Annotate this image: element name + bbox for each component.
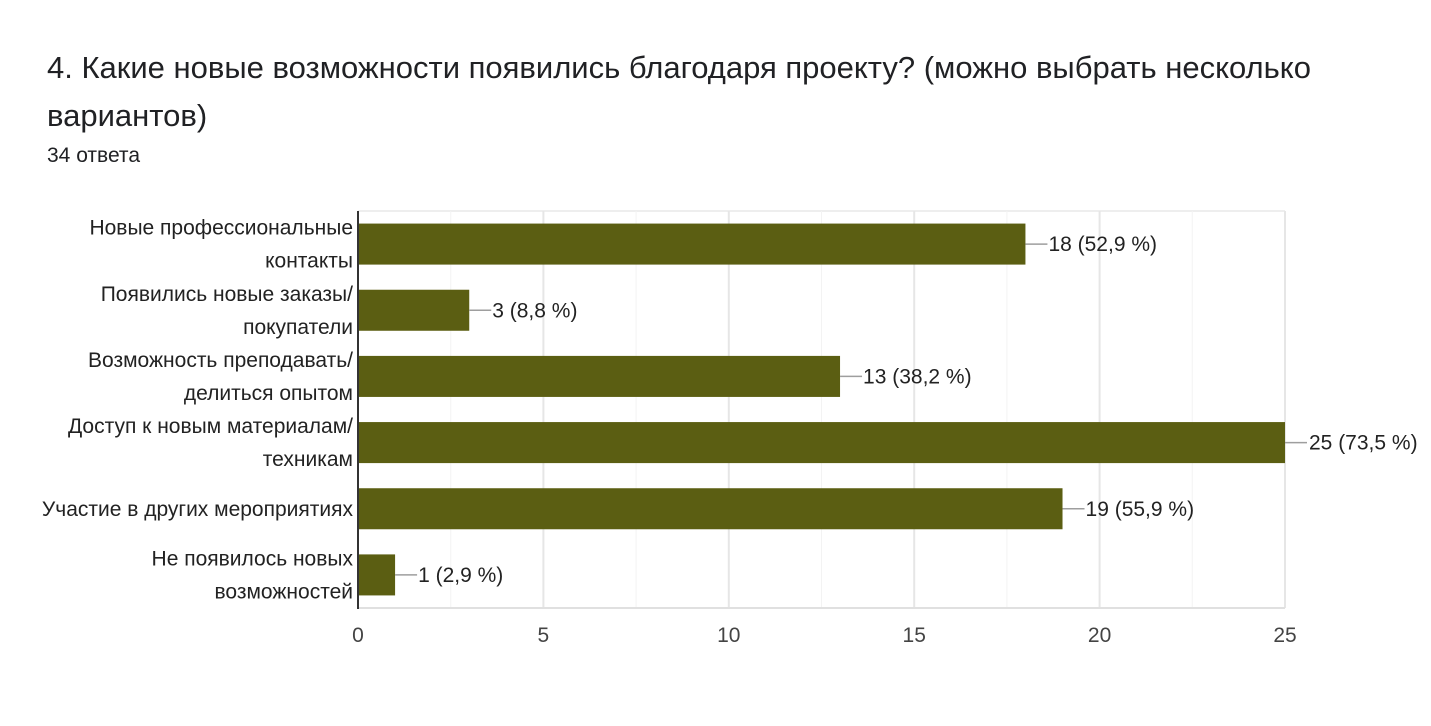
data-label: 3 (8,8 %) — [492, 299, 577, 322]
data-label: 19 (55,9 %) — [1086, 498, 1195, 521]
category-label: Появились новые заказы/ — [101, 283, 353, 306]
category-label: покупатели — [243, 316, 353, 339]
chart-title: 4. Какие новые возможности появились бла… — [47, 50, 1311, 133]
category-label: Новые профессиональные — [89, 217, 353, 240]
bar — [358, 355, 841, 397]
x-tick-label: 0 — [352, 624, 364, 647]
x-tick-label: 25 — [1273, 624, 1296, 647]
bar — [358, 223, 1026, 265]
bar — [358, 289, 470, 331]
response-count: 34 ответа — [47, 144, 140, 167]
category-label: техникам — [263, 448, 353, 471]
data-label: 18 (52,9 %) — [1048, 233, 1157, 256]
category-label: Не появилось новых — [152, 547, 354, 570]
category-label: делиться опытом — [184, 382, 353, 405]
category-label: возможностей — [215, 580, 354, 603]
bar — [358, 488, 1063, 530]
category-label: Возможность преподавать/ — [88, 349, 353, 372]
x-tick-label: 20 — [1088, 624, 1111, 647]
x-tick-label: 5 — [538, 624, 550, 647]
category-label: Участие в других мероприятиях — [42, 498, 354, 521]
bar — [358, 422, 1285, 464]
x-tick-label: 15 — [903, 624, 926, 647]
data-label: 25 (73,5 %) — [1309, 432, 1418, 455]
x-tick-label: 10 — [717, 624, 740, 647]
category-label: Доступ к новым материалам/ — [68, 415, 353, 438]
category-label: контакты — [265, 250, 353, 273]
data-label: 13 (38,2 %) — [863, 365, 972, 388]
bar — [358, 554, 396, 596]
data-label: 1 (2,9 %) — [418, 564, 503, 587]
